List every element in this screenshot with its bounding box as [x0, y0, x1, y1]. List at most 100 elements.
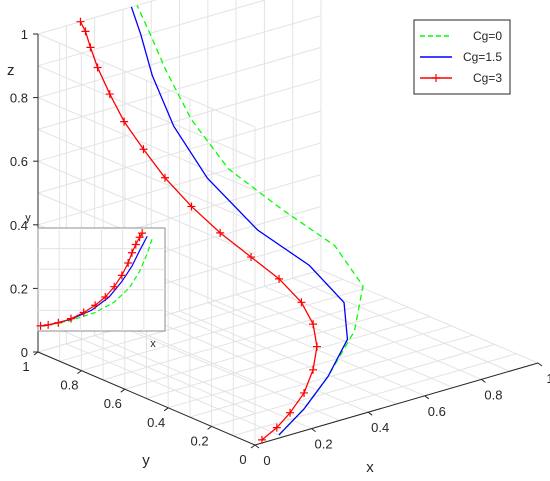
floor-grid-line: [146, 316, 430, 399]
inset-y-label: y: [25, 212, 31, 224]
x-tick-mark: [481, 378, 486, 383]
series-line: [130, 6, 349, 436]
inset-series-marker: [101, 293, 110, 302]
x-tick-label: 0.4: [371, 420, 389, 435]
legend-label: Cg=3: [473, 71, 502, 85]
floor-grid-line: [235, 294, 454, 389]
inset-x-label: x: [150, 338, 156, 350]
series-marker: [275, 274, 284, 283]
inset-series-marker: [54, 318, 63, 327]
series-marker: [257, 435, 266, 444]
legend-label: Cg=0: [473, 29, 502, 43]
z-tick-label: 0.8: [10, 91, 28, 106]
inset-series-marker: [124, 259, 133, 268]
back-grid-line: [37, 0, 267, 67]
x-tick-label: 0.8: [484, 387, 502, 402]
floor-grid-line: [102, 297, 387, 381]
y-tick-label: 0.6: [104, 396, 122, 411]
side-grid-line: [37, 65, 256, 160]
series-marker: [272, 423, 281, 432]
series-marker: [300, 388, 309, 397]
floor-grid-line: [320, 269, 539, 364]
z-tick-label: 0.6: [10, 154, 28, 169]
z-tick-label: 0.2: [10, 281, 28, 296]
y-axis-label: y: [142, 452, 150, 469]
inset-series-marker: [91, 301, 100, 310]
inset-series-marker: [110, 282, 119, 291]
y-axis-line: [37, 351, 256, 446]
y-tick-label: 0.2: [191, 433, 209, 448]
series-lines: [76, 5, 364, 444]
floor-grid-line: [292, 277, 510, 372]
z-tick-label: 1: [21, 27, 28, 42]
series-marker: [312, 342, 321, 351]
y-tick-mark: [163, 407, 169, 412]
inset-series-marker: [135, 233, 144, 242]
floor-grid-line: [81, 288, 365, 372]
series-marker: [247, 253, 256, 262]
x-tick-mark: [424, 395, 430, 400]
x-tick-mark: [254, 444, 260, 449]
tick-labels: 00.20.40.60.8100.20.40.60.8100.20.40.60.…: [7, 27, 550, 476]
series-marker: [93, 63, 102, 72]
y-tick-label: 0.8: [60, 378, 78, 393]
inset-series-line: [40, 232, 143, 327]
axes-box: [33, 33, 543, 449]
x-axis-label: x: [366, 459, 374, 476]
inset-series-marker: [117, 271, 126, 280]
x-tick-label: 0.2: [315, 437, 333, 452]
side-grid-line: [37, 33, 256, 128]
back-grid-line: [37, 0, 158, 35]
inset-series-marker: [79, 308, 88, 317]
z-tick-label: 0.4: [10, 218, 28, 233]
series-marker: [216, 228, 225, 237]
series-marker: [105, 90, 114, 99]
x-tick-label: 0: [263, 453, 270, 468]
y-tick-mark: [77, 370, 82, 375]
y-tick-label: 0.4: [147, 415, 165, 430]
y-tick-mark: [120, 388, 126, 393]
inset-plot: xy: [25, 212, 166, 350]
legend-marker: [432, 74, 440, 82]
series-marker: [160, 173, 169, 182]
series-marker: [309, 320, 318, 329]
series-marker: [81, 27, 90, 36]
y-tick-mark: [250, 444, 256, 449]
inset-series-line: [44, 238, 153, 327]
inset-series-marker: [67, 314, 76, 323]
series-marker: [187, 202, 196, 211]
inset-series-marker: [131, 240, 140, 249]
back-grid-line: [37, 110, 322, 194]
back-grid-line: [37, 78, 322, 162]
z-tick-label: 0: [21, 345, 28, 360]
inset-series-marker: [127, 248, 136, 257]
inset-series-marker: [44, 320, 53, 329]
x-tick-mark: [537, 362, 543, 367]
y-tick-label: 1: [22, 359, 29, 374]
series-line: [79, 21, 318, 441]
series-marker: [86, 43, 95, 52]
series-marker: [286, 408, 295, 417]
series-marker: [76, 17, 85, 26]
series-marker: [297, 298, 306, 307]
x-axis-line: [254, 362, 539, 446]
x-tick-mark: [311, 428, 316, 433]
series-marker: [139, 145, 148, 154]
x-tick-mark: [367, 411, 373, 416]
y-tick-mark: [207, 425, 212, 430]
floor-grid-line: [264, 285, 482, 380]
x-tick-label: 1: [546, 371, 550, 386]
x-tick-label: 0.6: [428, 404, 446, 419]
series-marker: [120, 117, 129, 126]
floor-grid-line: [124, 306, 408, 390]
back-grid-line: [37, 15, 322, 99]
inset-series-marker: [36, 321, 45, 330]
floor-grid-line: [59, 278, 343, 362]
legend: Cg=0 Cg=1.5 Cg=3: [413, 19, 511, 95]
side-grid-line: [37, 97, 256, 192]
inset-series-marker: [138, 229, 147, 238]
side-grid-line: [37, 160, 256, 255]
y-tick-label: 0: [239, 452, 246, 467]
